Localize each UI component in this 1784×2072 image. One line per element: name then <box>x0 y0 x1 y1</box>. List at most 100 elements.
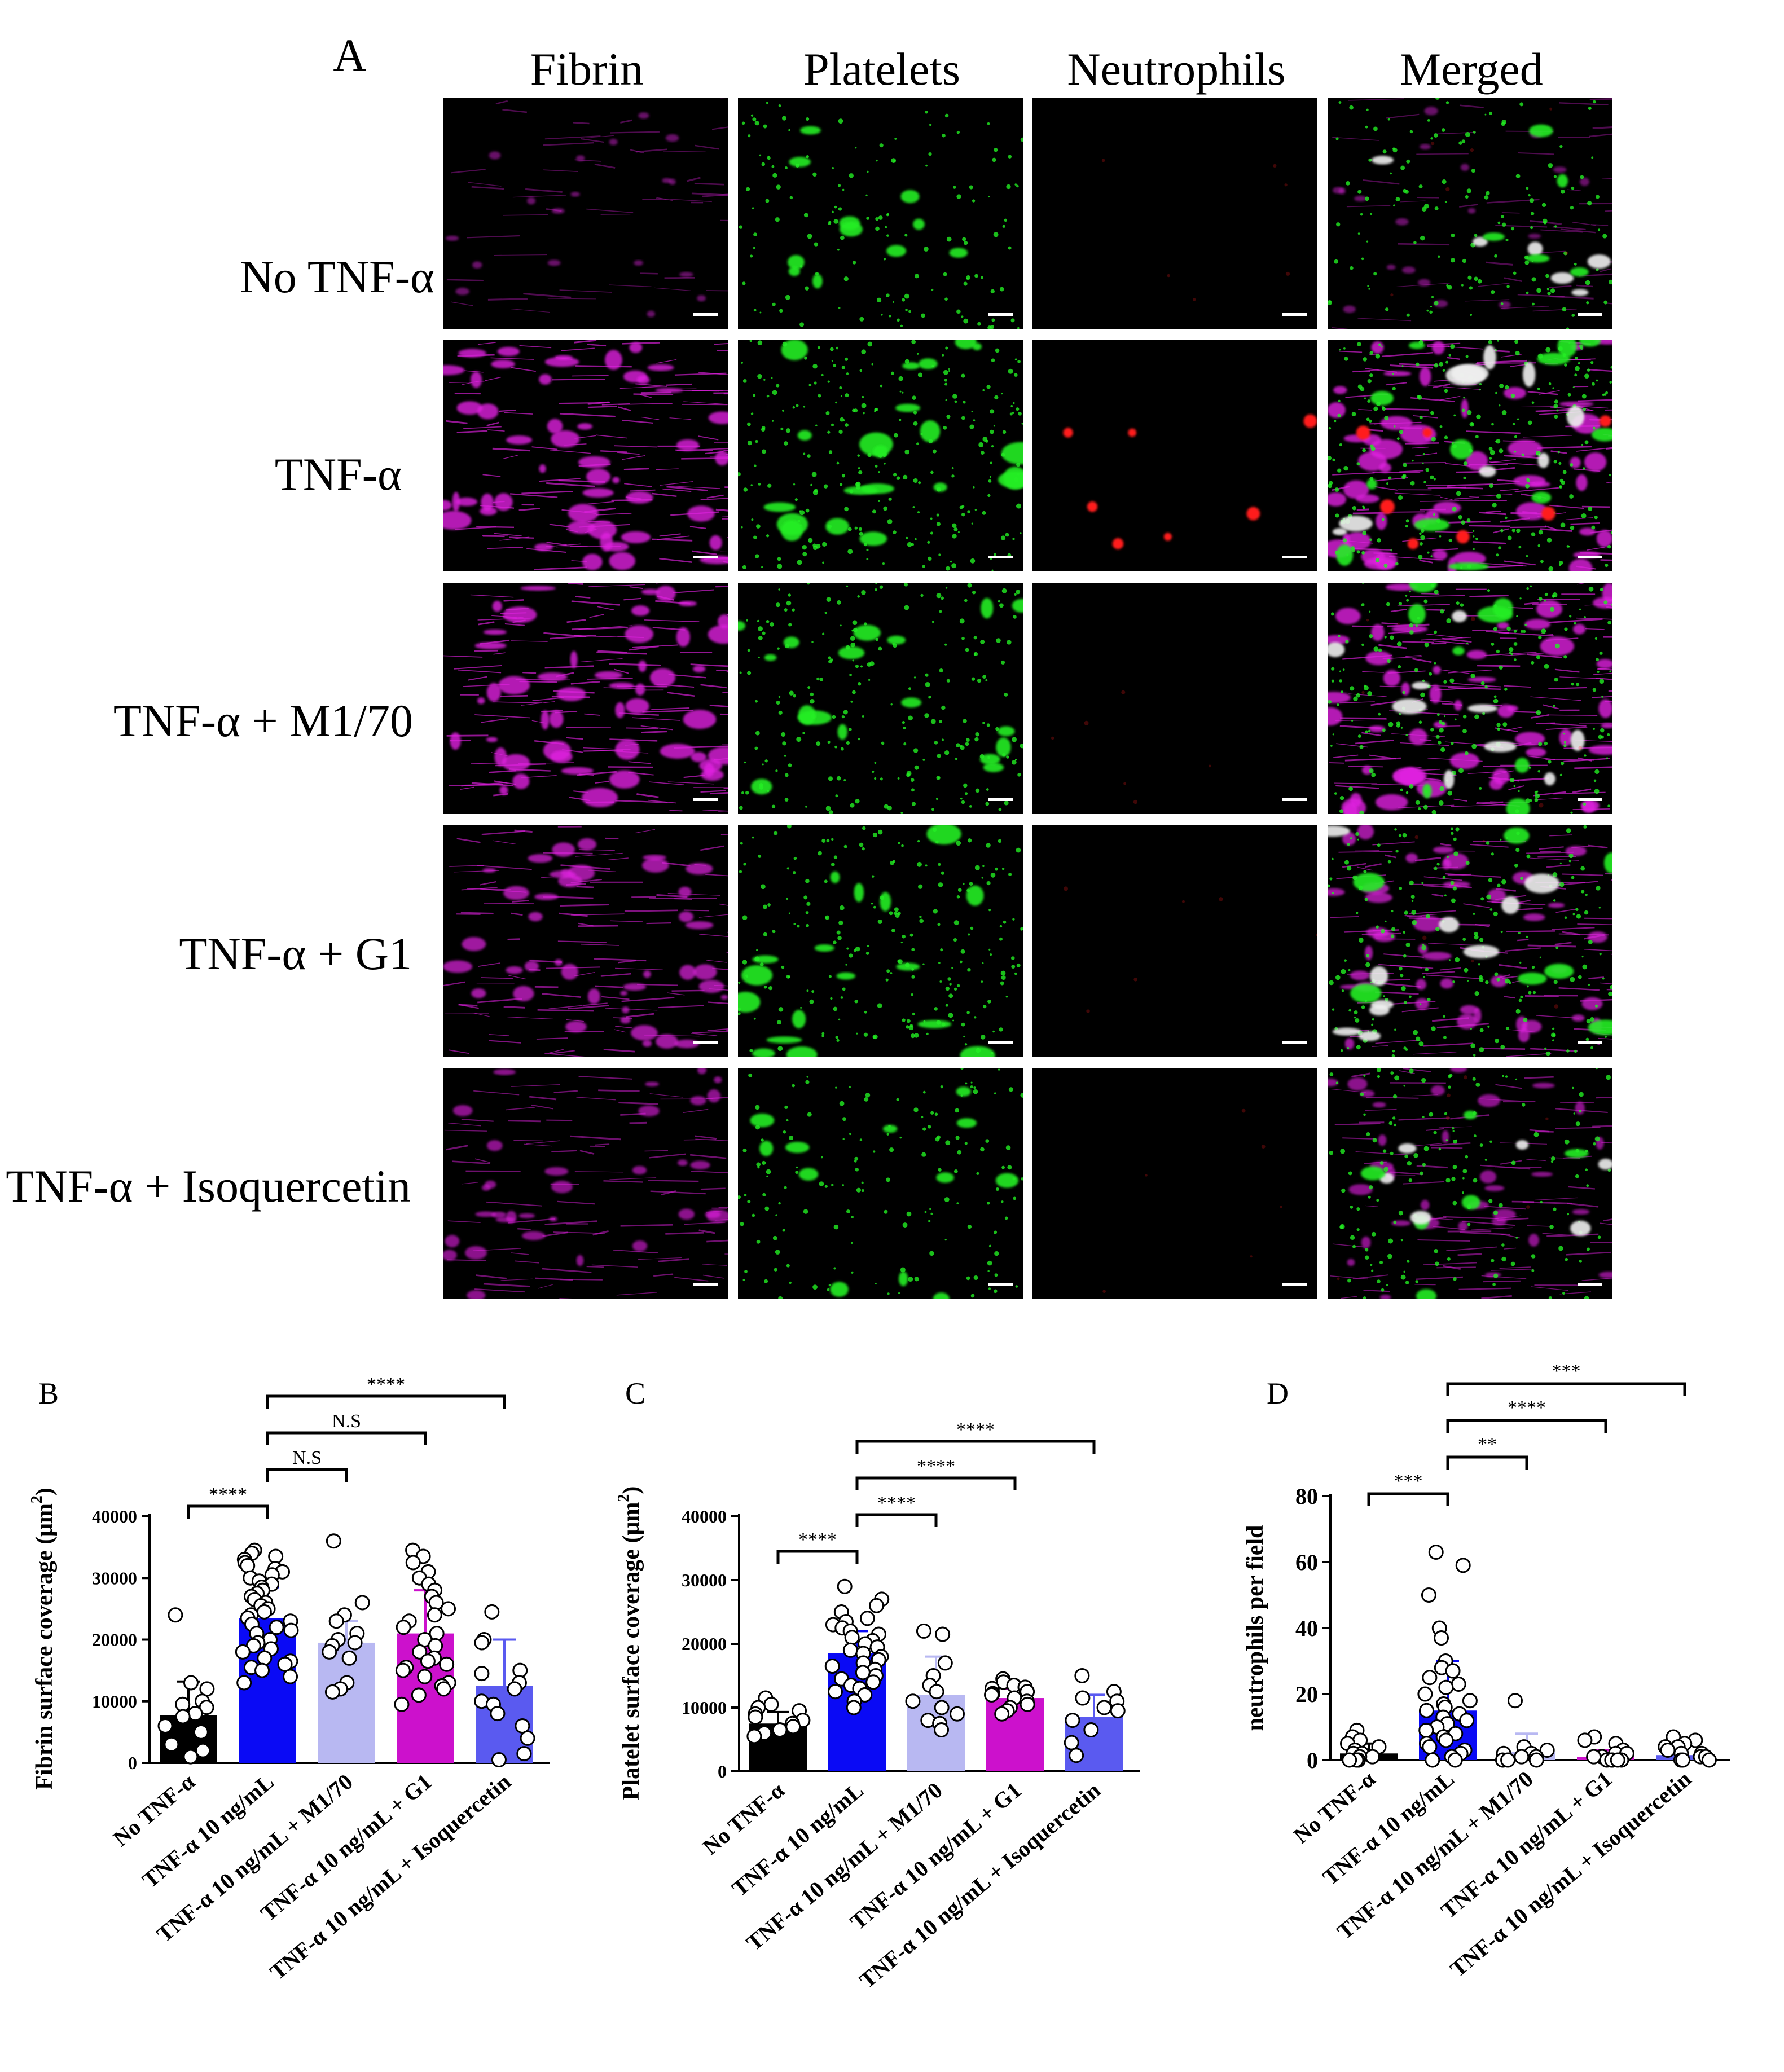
significance-bracket: *** <box>1367 1471 1449 1506</box>
data-point <box>324 1684 340 1700</box>
y-tick-label: 60 <box>1295 1550 1318 1575</box>
significance-bracket: **** <box>1446 1397 1607 1433</box>
scale-bar <box>693 556 718 558</box>
column-label-merged: Merged <box>1400 43 1543 95</box>
row-labels: No TNF-α TNF-α TNF-α + M1/70 TNF-α + G1 … <box>6 251 434 1212</box>
micrograph-no-tnf-fibrin <box>443 98 728 329</box>
significance-label: **** <box>877 1493 916 1514</box>
row-label-tnf: TNF-α <box>275 448 402 500</box>
scale-bar <box>1578 1283 1602 1286</box>
micrograph-no-tnf-neutrophils <box>1032 98 1317 329</box>
data-point <box>420 1653 436 1669</box>
data-point <box>193 1724 209 1740</box>
data-point <box>1428 1544 1444 1560</box>
data-point <box>1064 1735 1079 1750</box>
data-point <box>183 1749 199 1765</box>
scale-bar <box>1578 313 1602 316</box>
data-point <box>1445 1663 1461 1679</box>
data-point <box>1417 1686 1433 1702</box>
data-point <box>984 1687 1000 1703</box>
data-point <box>949 1706 965 1722</box>
data-point <box>484 1604 500 1620</box>
data-point <box>846 1700 862 1715</box>
micrograph-tnf-m170-fibrin <box>443 583 728 814</box>
micrograph-tnf-isoquercetin-merged <box>1328 1068 1612 1299</box>
scale-bar <box>1282 313 1307 316</box>
significance-label: **** <box>798 1529 837 1550</box>
y-tick-label: 20 <box>1295 1682 1318 1707</box>
scale-bar <box>693 313 718 316</box>
column-label-fibrin: Fibrin <box>530 43 643 95</box>
data-point <box>1462 1693 1478 1709</box>
significance-bracket: **** <box>855 1419 1096 1454</box>
data-point <box>748 1709 763 1725</box>
significance-label: *** <box>1394 1471 1423 1492</box>
column-labels: Fibrin Platelets Neutrophils Merged <box>530 43 1543 95</box>
scale-bar <box>1282 556 1307 558</box>
category-label-tnf: TNF-α 10 ng/mL <box>727 1777 868 1901</box>
y-tick-label: 10000 <box>92 1691 137 1712</box>
significance-bracket: **** <box>266 1374 506 1409</box>
data-point <box>417 1669 433 1684</box>
significance-bracket: **** <box>776 1529 859 1564</box>
scale-bar <box>1282 798 1307 801</box>
data-point <box>785 1719 801 1735</box>
scale-bar <box>988 313 1013 316</box>
data-point <box>187 1706 203 1722</box>
data-point <box>1434 1630 1449 1646</box>
data-point <box>175 1709 191 1725</box>
micrograph-tnf-m170-merged <box>1328 583 1612 814</box>
micrograph-tnf-isoquercetin-fibrin <box>443 1068 728 1299</box>
data-point <box>1528 1752 1544 1768</box>
data-point <box>1422 1670 1438 1686</box>
data-point <box>347 1635 363 1651</box>
y-tick-label: 0 <box>1307 1748 1318 1773</box>
micrograph-tnf-neutrophils <box>1032 340 1317 571</box>
scale-bar <box>1282 1283 1307 1286</box>
data-point <box>520 1730 535 1746</box>
data-point <box>322 1644 337 1660</box>
data-point <box>1660 1742 1676 1758</box>
significance-bracket: *** <box>1446 1361 1686 1396</box>
significance-label: N.S <box>332 1411 361 1432</box>
data-point <box>1342 1752 1357 1768</box>
data-point <box>490 1706 506 1722</box>
micrograph-tnf-m170-neutrophils <box>1032 583 1317 814</box>
micrograph-tnf-fibrin <box>443 340 728 571</box>
data-point <box>934 1722 950 1738</box>
significance-bracket: N.S <box>266 1448 348 1482</box>
data-point <box>1075 1690 1091 1706</box>
data-point <box>199 1700 214 1715</box>
data-point <box>1074 1668 1090 1683</box>
y-tick-label: 10000 <box>682 1697 727 1718</box>
micrograph-tnf-g1-fibrin <box>443 825 728 1057</box>
scale-bar <box>988 798 1013 801</box>
data-point <box>326 1533 341 1549</box>
data-point <box>412 1644 428 1660</box>
data-point <box>865 1674 881 1690</box>
data-point <box>763 1696 779 1712</box>
data-point <box>235 1644 251 1660</box>
data-point <box>935 1626 951 1642</box>
data-point <box>1675 1752 1691 1768</box>
panel-a: A Fibrin Platelets Neutrophils Merged No… <box>6 29 1612 1299</box>
chart-c: C 0 10000 20000 30000 40000 Platelet surface c… <box>615 1376 1140 1993</box>
scale-bar <box>693 798 718 801</box>
significance-label: **** <box>1508 1397 1546 1418</box>
data-point <box>283 1622 299 1638</box>
significance-label: *** <box>1552 1361 1581 1382</box>
column-label-platelets: Platelets <box>803 43 960 95</box>
y-tick-label: 0 <box>718 1761 727 1781</box>
micrograph-tnf-isoquercetin-neutrophils <box>1032 1068 1317 1299</box>
data-point <box>1365 1749 1381 1765</box>
data-point <box>772 1722 788 1738</box>
y-tick-label: 0 <box>128 1753 137 1773</box>
panel-a-label: A <box>333 29 366 81</box>
data-point <box>507 1681 522 1697</box>
data-point <box>1418 1722 1434 1738</box>
y-tick-label: 40 <box>1295 1616 1318 1641</box>
data-point <box>869 1598 885 1613</box>
data-point <box>256 1604 272 1620</box>
significance-label: **** <box>367 1374 405 1395</box>
data-point <box>1447 1752 1463 1768</box>
